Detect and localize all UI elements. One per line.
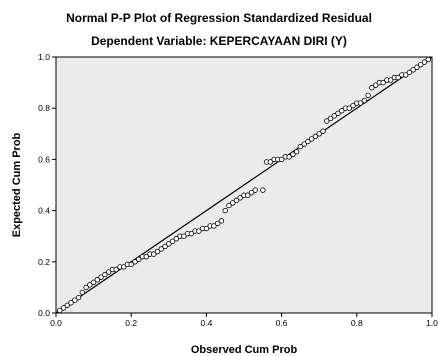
data-point bbox=[395, 74, 401, 81]
data-point bbox=[87, 282, 93, 288]
data-point bbox=[327, 115, 334, 122]
y-tick-label: 0.8 bbox=[38, 103, 50, 113]
data-point bbox=[305, 138, 311, 145]
data-point bbox=[286, 154, 292, 160]
data-point bbox=[410, 67, 416, 73]
data-point bbox=[350, 102, 356, 109]
data-point bbox=[402, 72, 409, 78]
data-point bbox=[230, 200, 236, 206]
data-point bbox=[290, 151, 296, 157]
y-tick-label: 0.2 bbox=[38, 257, 50, 267]
data-point bbox=[105, 269, 112, 275]
x-tick-label: 1.0 bbox=[426, 318, 438, 328]
data-point bbox=[339, 108, 345, 114]
data-point bbox=[113, 266, 119, 273]
data-point bbox=[361, 97, 368, 104]
data-point bbox=[151, 251, 157, 257]
data-point bbox=[196, 228, 202, 234]
data-point bbox=[421, 59, 428, 65]
data-point bbox=[57, 307, 63, 314]
data-point bbox=[406, 69, 413, 76]
data-point bbox=[188, 230, 195, 237]
data-point bbox=[267, 159, 274, 165]
data-point bbox=[369, 85, 375, 91]
x-tick-label: 0.8 bbox=[351, 318, 363, 328]
data-point bbox=[173, 236, 180, 242]
data-point bbox=[154, 248, 161, 255]
chart-subtitle: Dependent Variable: KEPERCAYAAN DIRI (Y) bbox=[91, 34, 347, 48]
data-point bbox=[297, 143, 304, 150]
data-point bbox=[128, 261, 134, 268]
data-point bbox=[60, 305, 67, 311]
data-point bbox=[136, 256, 142, 262]
data-point bbox=[166, 241, 172, 247]
data-point bbox=[158, 246, 164, 252]
data-point bbox=[79, 289, 86, 296]
data-point bbox=[222, 207, 228, 214]
y-axis-label: Expected Cum Prob bbox=[11, 132, 23, 237]
data-point bbox=[308, 136, 315, 142]
data-point bbox=[418, 61, 424, 68]
data-point bbox=[181, 233, 187, 239]
data-point bbox=[357, 100, 364, 106]
x-axis-label: Observed Cum Prob bbox=[191, 344, 298, 356]
x-tick-label: 0.0 bbox=[50, 318, 62, 328]
data-point bbox=[169, 238, 176, 245]
data-point bbox=[312, 133, 319, 140]
x-tick-label: 0.2 bbox=[125, 318, 137, 328]
x-tick-label: 0.4 bbox=[200, 318, 212, 328]
data-point bbox=[293, 149, 300, 155]
data-point bbox=[233, 197, 240, 204]
data-point bbox=[64, 302, 70, 309]
y-tick-label: 1.0 bbox=[38, 52, 50, 62]
data-point bbox=[387, 77, 394, 83]
data-point bbox=[102, 271, 108, 278]
y-tick-label: 0.0 bbox=[38, 308, 50, 318]
data-point bbox=[252, 187, 258, 193]
y-tick-label: 0.6 bbox=[38, 154, 50, 164]
data-point bbox=[425, 56, 431, 63]
data-point bbox=[68, 300, 74, 306]
data-point bbox=[316, 131, 322, 137]
data-point bbox=[162, 243, 168, 250]
data-point bbox=[120, 264, 127, 270]
data-point bbox=[380, 79, 386, 86]
data-point bbox=[218, 218, 225, 224]
y-tick-label: 0.4 bbox=[38, 206, 50, 216]
data-point bbox=[143, 253, 149, 260]
data-point bbox=[335, 110, 341, 117]
data-point bbox=[372, 82, 379, 88]
data-point bbox=[214, 220, 221, 227]
data-point bbox=[320, 128, 326, 134]
data-point bbox=[278, 156, 285, 163]
data-point bbox=[324, 118, 330, 124]
data-point bbox=[72, 297, 78, 303]
data-point bbox=[203, 225, 210, 232]
data-point bbox=[248, 189, 255, 196]
data-point bbox=[90, 279, 97, 285]
chart-title: Normal P-P Plot of Regression Standardiz… bbox=[66, 11, 372, 25]
data-point bbox=[211, 223, 217, 229]
data-point bbox=[365, 92, 371, 99]
data-point bbox=[83, 284, 89, 291]
data-point bbox=[331, 113, 337, 119]
data-point bbox=[237, 195, 243, 201]
data-point bbox=[260, 187, 266, 193]
data-points bbox=[57, 56, 431, 314]
data-point bbox=[346, 105, 352, 111]
data-point bbox=[98, 274, 104, 280]
data-point bbox=[132, 259, 138, 265]
data-point bbox=[94, 277, 101, 283]
data-point bbox=[75, 294, 82, 301]
data-point bbox=[414, 64, 420, 70]
data-point bbox=[301, 141, 307, 147]
data-point bbox=[245, 192, 251, 198]
x-tick-label: 0.6 bbox=[276, 318, 288, 328]
axis-ticks: 0.0 0.2 0.4 0.6 0.8 1.0 0.0 0.2 0.4 0.6 0.8 1.0 bbox=[38, 52, 438, 328]
data-point bbox=[226, 202, 232, 209]
